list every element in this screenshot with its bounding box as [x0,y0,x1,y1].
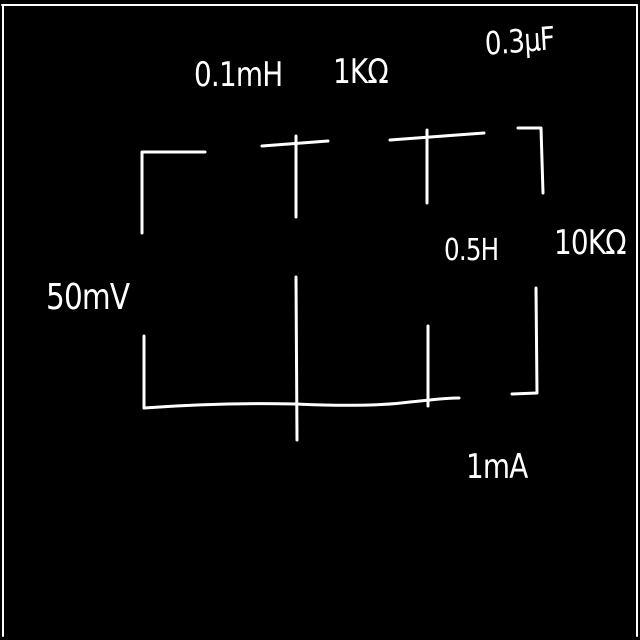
wire-right-lower [510,286,539,396]
branch1-lower [294,275,299,442]
label-resistor-1k: 1KΩ [333,52,389,92]
label-voltage-source-50mv: 50mV [46,277,130,318]
label-current-source-1ma: 1mA [466,447,528,487]
label-resistor-10k: 10KΩ [554,223,627,263]
wire-top-corner [516,126,545,195]
label-inductor-0-5h: 0.5H [444,233,499,268]
wire-top-right [388,131,486,142]
wire-left-upper [140,150,207,235]
wire-bottom [142,396,461,410]
label-inductor-0-1mh: 0.1mH [194,55,283,95]
label-capacitor-0-3uf: 0.3μF [483,19,556,63]
page-border [1,4,638,637]
